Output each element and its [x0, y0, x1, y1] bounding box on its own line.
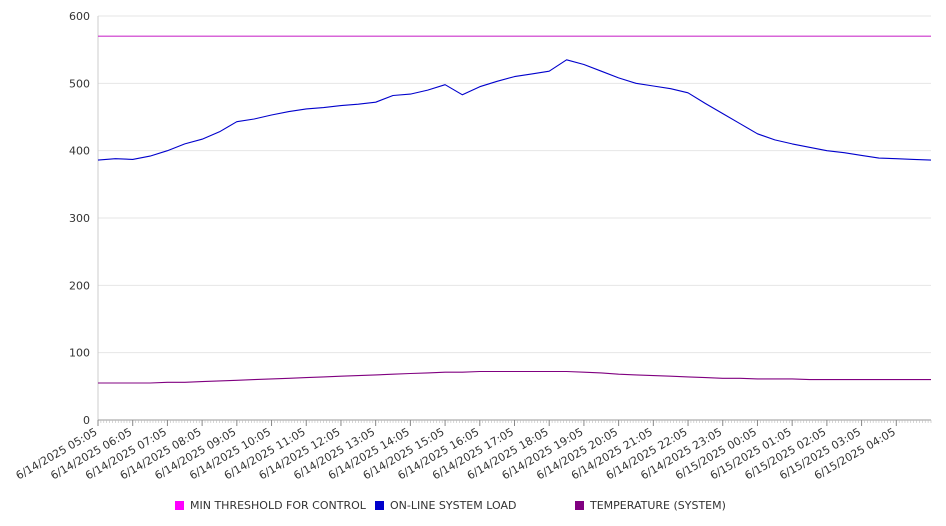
legend: MIN THRESHOLD FOR CONTROL ON-LINE SYSTEM…	[0, 499, 946, 513]
legend-swatch-min-threshold	[175, 501, 184, 510]
legend-item-temperature: TEMPERATURE (SYSTEM)	[575, 499, 726, 512]
y-tick-label: 500	[69, 77, 90, 90]
y-tick-label: 300	[69, 212, 90, 225]
legend-swatch-temperature	[575, 501, 584, 510]
y-tick-label: 600	[69, 10, 90, 23]
series-line-1	[97, 59, 932, 161]
series-line-2	[98, 370, 931, 384]
series-lines	[97, 35, 932, 384]
legend-item-system-load: ON-LINE SYSTEM LOAD	[375, 499, 516, 512]
legend-label-system-load: ON-LINE SYSTEM LOAD	[390, 499, 517, 512]
y-tick-label: 0	[83, 414, 90, 427]
legend-item-min-threshold: MIN THRESHOLD FOR CONTROL	[175, 499, 366, 512]
legend-label-temperature: TEMPERATURE (SYSTEM)	[590, 499, 726, 512]
y-tick-label: 200	[69, 279, 90, 292]
y-tick-label: 400	[69, 145, 90, 158]
legend-label-min-threshold: MIN THRESHOLD FOR CONTROL	[190, 499, 366, 512]
y-tick-label: 100	[69, 347, 90, 360]
legend-swatch-system-load	[375, 501, 384, 510]
gridlines	[98, 15, 931, 421]
